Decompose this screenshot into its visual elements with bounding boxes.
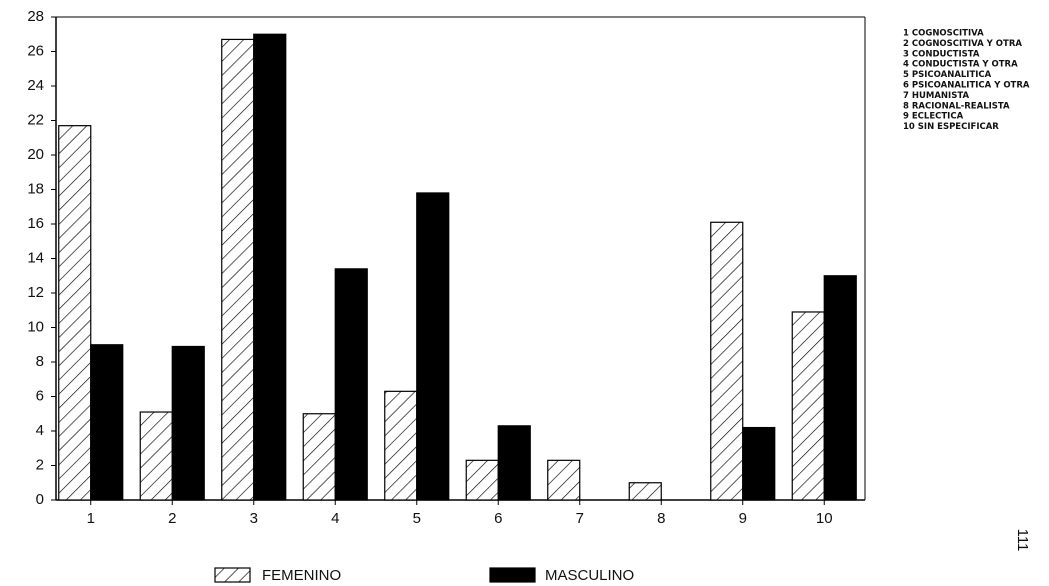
legend-swatch (489, 567, 536, 583)
x-tick-label: 8 (657, 510, 665, 527)
y-tick-label: 14 (27, 249, 44, 266)
bar (139, 411, 173, 501)
y-tick-label: 4 (36, 422, 44, 439)
x-tick-label: 1 (87, 510, 95, 527)
bar (823, 275, 857, 501)
legend-label: MASCULINO (545, 567, 634, 584)
category-note: 2 COGNOSCITIVA Y OTRA (903, 39, 1022, 49)
category-note: 9 ECLECTICA (903, 112, 964, 122)
y-tick-label: 12 (27, 284, 44, 301)
category-note: 10 SIN ESPECIFICAR (903, 122, 999, 132)
y-tick-label: 22 (27, 111, 44, 128)
bar (710, 221, 744, 501)
x-tick-label: 3 (250, 510, 258, 527)
y-tick-label: 10 (27, 318, 44, 335)
y-tick-label: 18 (27, 180, 44, 197)
bar (497, 425, 531, 501)
category-note: 1 COGNOSCITIVA (903, 29, 984, 39)
x-tick-label: 6 (494, 510, 502, 527)
y-tick-label: 6 (36, 387, 44, 404)
legend-swatch (214, 567, 251, 583)
y-tick-label: 26 (27, 42, 44, 59)
y-tick-label: 0 (36, 491, 44, 508)
x-tick-label: 9 (739, 510, 747, 527)
bar (384, 390, 418, 501)
bar (465, 459, 499, 501)
page-number: 111 (1014, 529, 1031, 552)
bar (742, 426, 776, 501)
x-tick-label: 4 (331, 510, 339, 527)
bar (547, 459, 581, 501)
y-tick-label: 16 (27, 215, 44, 232)
bar (221, 38, 255, 501)
bar (416, 192, 450, 501)
category-note: 7 HUMANISTA (903, 91, 969, 101)
bar (334, 268, 368, 501)
bar (253, 33, 287, 501)
legend-label: FEMENINO (262, 567, 341, 584)
category-note: 6 PSICOANALITICA Y OTRA (903, 81, 1030, 91)
bar (791, 311, 825, 501)
bar (58, 125, 92, 501)
y-tick-label: 24 (27, 77, 44, 94)
y-tick-label: 20 (27, 146, 44, 163)
y-tick-label: 8 (36, 353, 44, 370)
bar (171, 345, 205, 501)
category-note: 3 CONDUCTISTA (903, 49, 980, 59)
bar (628, 482, 662, 501)
x-tick-label: 10 (816, 510, 833, 527)
category-note: 5 PSICOANALITICA (903, 70, 992, 80)
y-tick-label: 2 (36, 456, 44, 473)
bar (90, 344, 124, 501)
x-tick-label: 2 (168, 510, 176, 527)
bar (302, 413, 336, 501)
category-note: 4 CONDUCTISTA Y OTRA (903, 60, 1018, 70)
x-tick-label: 7 (576, 510, 584, 527)
x-tick-label: 5 (413, 510, 421, 527)
y-tick-label: 28 (27, 8, 44, 25)
category-note: 8 RACIONAL-REALISTA (903, 101, 1010, 111)
